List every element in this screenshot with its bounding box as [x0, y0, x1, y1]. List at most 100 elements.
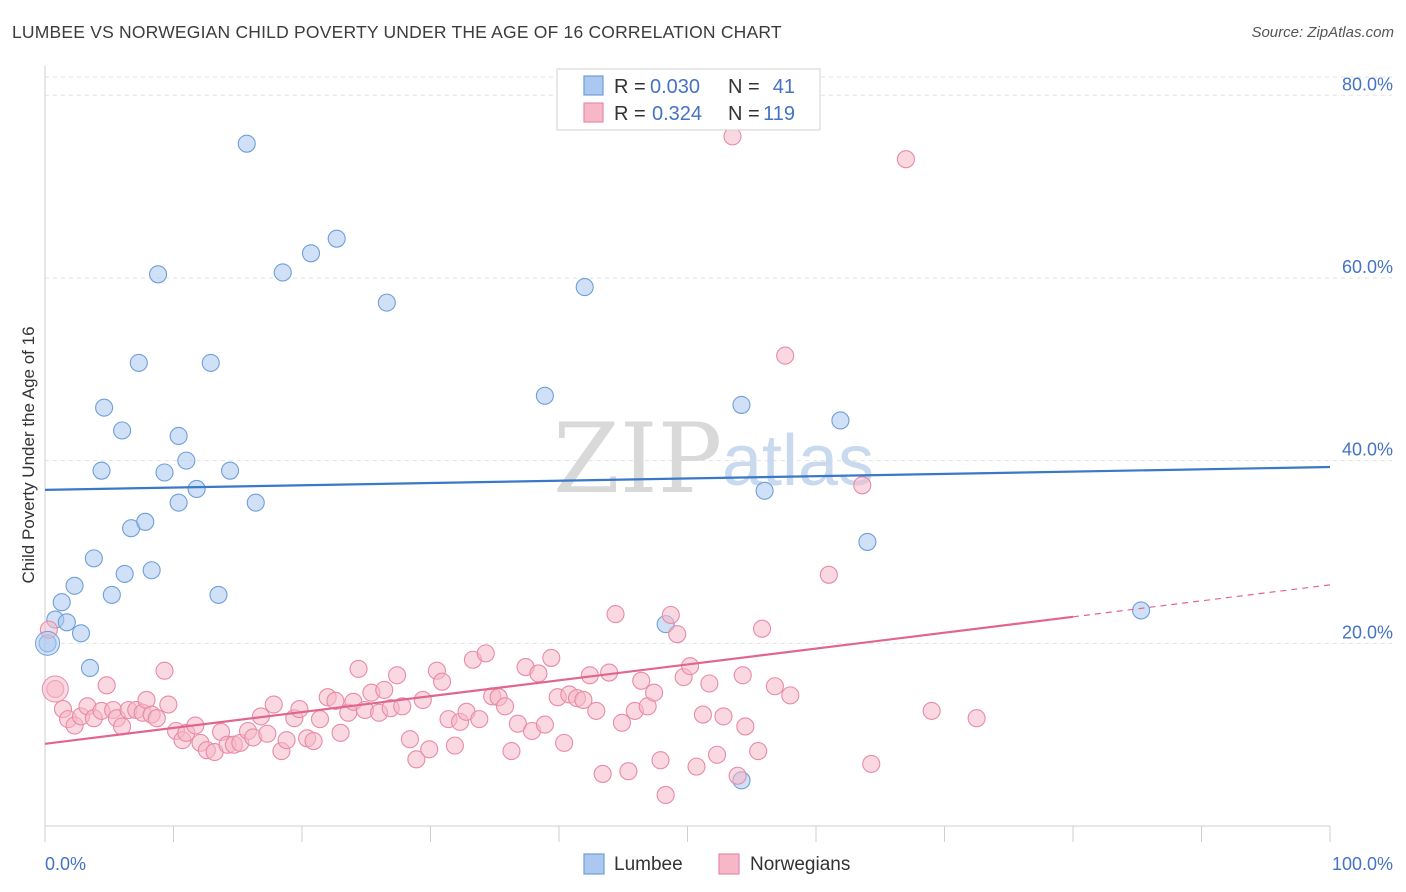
legend-swatch-norwegians [583, 102, 604, 123]
norwegians-point [331, 723, 350, 742]
lumbee-point [301, 244, 321, 263]
bottom-legend-label-norwegians: Norwegians [750, 854, 850, 875]
norwegians-point [922, 701, 941, 720]
norwegians-point [277, 731, 296, 750]
norwegians-point [326, 691, 345, 710]
norwegians-point [502, 742, 521, 761]
norwegians-point [470, 710, 489, 729]
lumbee-point [177, 451, 196, 470]
lumbee-point [327, 229, 346, 248]
norwegians-point [776, 346, 795, 365]
legend-r-label-lumbee: R = [614, 76, 646, 98]
lumbee-point [149, 265, 168, 284]
norwegians-point [606, 605, 625, 624]
norwegians-point [290, 700, 309, 719]
lumbee-point [575, 278, 594, 297]
lumbee-point [220, 461, 240, 480]
lumbee-point [35, 630, 61, 656]
lumbee-point [142, 561, 161, 580]
norwegians-point [476, 644, 495, 663]
lumbee-point [84, 549, 103, 568]
lumbee-point [102, 585, 121, 604]
norwegians-point [708, 745, 727, 764]
lumbee-point [377, 293, 396, 312]
norwegians-point [714, 707, 733, 726]
lumbee-point [57, 613, 76, 632]
trend-lines [44, 465, 1331, 745]
norwegians-point [733, 666, 752, 685]
lumbee-point [155, 463, 174, 482]
source-credit: Source: ZipAtlas.com [1251, 24, 1394, 41]
norwegians-point [400, 730, 419, 749]
lumbee-point [187, 479, 206, 499]
norwegians-point [155, 661, 174, 680]
norwegians-point [967, 709, 986, 728]
norwegians-point [113, 717, 132, 736]
norwegians-point [681, 657, 700, 676]
x-tick-label-min: 0.0% [45, 854, 86, 874]
norwegians-point [587, 701, 606, 720]
norwegians-point [700, 674, 719, 693]
norwegians-point [258, 724, 277, 743]
lumbee-point [129, 353, 148, 372]
lumbee-point [755, 481, 774, 500]
lumbee-point [95, 398, 114, 417]
norwegians-point [542, 648, 561, 667]
norwegians-point [407, 750, 426, 769]
lumbee-point [1132, 601, 1151, 620]
norwegians-point [765, 677, 784, 696]
norwegians-point [349, 659, 368, 678]
norwegians-point [508, 714, 527, 733]
norwegians-point [853, 476, 872, 495]
lumbee-point [80, 658, 100, 678]
bottom-legend: Lumbee Norwegians [583, 853, 850, 875]
norwegians-trend-line [44, 615, 1074, 745]
gridlines [45, 76, 1392, 644]
lumbee-point [732, 395, 751, 414]
norwegians-point [752, 619, 772, 638]
norwegians-point [535, 715, 554, 734]
norwegians-point [310, 710, 330, 729]
legend-n-label-lumbee: N = [728, 76, 760, 98]
norwegians-point [445, 736, 464, 755]
lumbee-point [246, 493, 265, 512]
norwegians-point [147, 709, 166, 728]
watermark-zip: ZIP [553, 403, 722, 515]
norwegians-point [728, 766, 747, 785]
norwegians-point [862, 754, 881, 773]
legend-r-value-lumbee: 0.030 [650, 76, 700, 98]
legend-n-value-norwegians: 119 [763, 103, 795, 125]
norwegians-point [574, 690, 593, 709]
norwegians-point [304, 732, 323, 751]
norwegians-point [651, 751, 670, 770]
norwegians-point [632, 671, 651, 690]
norwegians-point [661, 605, 680, 625]
norwegians-point [433, 672, 452, 691]
lumbee-point [169, 426, 188, 446]
bottom-legend-swatch-norwegians [718, 853, 740, 875]
watermark: ZIP atlas [553, 403, 874, 515]
norwegians-point [819, 565, 838, 584]
norwegians-point [375, 680, 394, 699]
norwegians-point [529, 664, 548, 683]
tick-labels: 20.0% 40.0% 60.0% 80.0% 0.0% 100.0% [45, 74, 1393, 874]
lumbee-point [65, 576, 84, 595]
y-tick-label: 40.0% [1342, 440, 1393, 460]
y-tick-label: 20.0% [1342, 622, 1393, 642]
lumbee-point [535, 386, 554, 405]
data-points [35, 127, 1151, 804]
lumbee-point [273, 263, 292, 282]
bottom-legend-swatch-lumbee [583, 853, 605, 875]
norwegians-point [495, 697, 515, 716]
norwegians-point [749, 742, 768, 761]
norwegians-point [264, 695, 283, 714]
chart-title: LUMBEE VS NORWEGIAN CHILD POVERTY UNDER … [12, 22, 782, 42]
lumbee-point [858, 532, 877, 551]
norwegians-point [656, 785, 675, 804]
lumbee-point [136, 512, 155, 531]
lumbee-point [71, 624, 91, 643]
norwegians-point [555, 733, 574, 752]
axes [44, 66, 1331, 842]
lumbee-point [237, 134, 256, 153]
